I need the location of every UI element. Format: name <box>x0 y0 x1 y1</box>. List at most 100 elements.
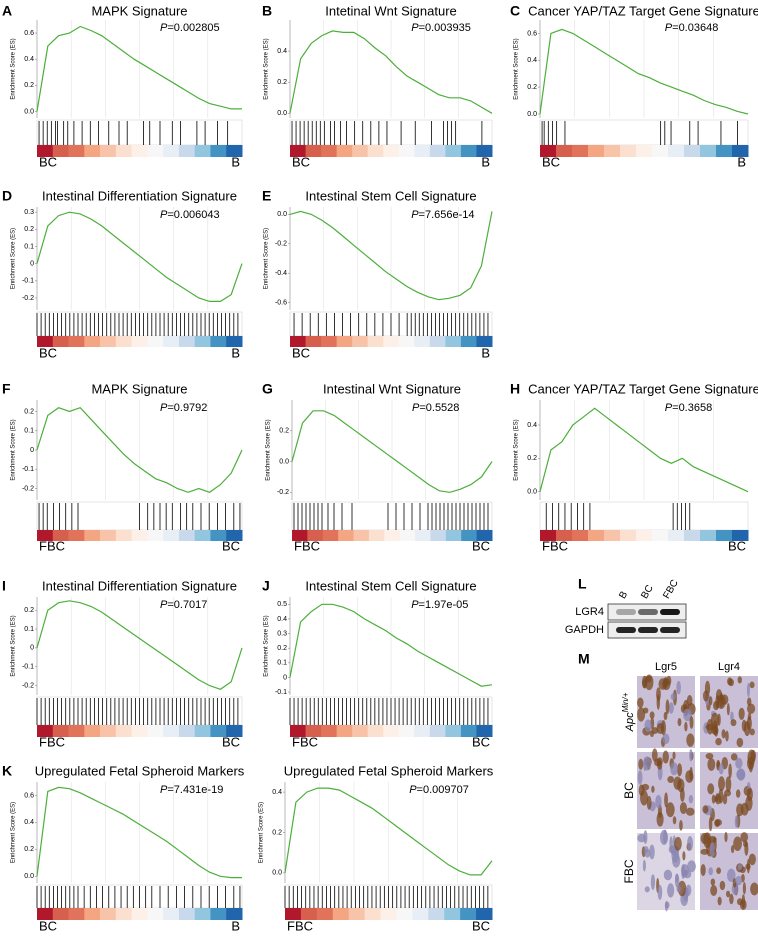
tissue <box>718 776 726 792</box>
tissue <box>649 711 655 719</box>
rank-bar <box>305 725 322 737</box>
tissue <box>663 829 668 844</box>
tissue <box>668 702 674 714</box>
rank-bar <box>178 725 196 737</box>
rank-bar <box>476 530 493 541</box>
y-tick-label: 0 <box>30 645 34 652</box>
rank-bar <box>604 530 621 541</box>
panel-letter: K <box>2 763 12 779</box>
tissue <box>749 681 755 689</box>
y-axis-label: Enrichment Score (ES) <box>264 38 270 99</box>
tissue <box>705 752 714 760</box>
tissue <box>700 864 706 876</box>
tissue <box>644 719 652 732</box>
tissue <box>651 748 658 762</box>
rank-bar <box>194 145 211 157</box>
band <box>638 627 658 633</box>
rank-bar <box>68 530 85 541</box>
chart-title: Intestinal Differentiation Signature <box>42 188 237 203</box>
left-label: BC <box>292 345 310 360</box>
tissue <box>684 721 688 732</box>
rank-bar <box>716 145 733 157</box>
lane-label: B <box>617 589 630 601</box>
tissue <box>674 836 682 851</box>
rank-bar <box>37 530 54 541</box>
p-text: =0.7017 <box>167 599 207 611</box>
tissue <box>667 776 675 783</box>
left-label: BC <box>292 154 310 169</box>
tissue <box>714 795 719 803</box>
left-label: BC <box>39 345 57 360</box>
rank-bar <box>226 145 243 157</box>
tissue <box>738 707 745 720</box>
tissue <box>689 749 693 762</box>
es-curve <box>289 30 493 114</box>
rank-bar <box>367 725 384 737</box>
chart-title: Upregulated Fetal Spheroid Markers <box>284 763 494 778</box>
y-axis-label: Enrichment Score (ES) <box>514 419 520 480</box>
rank-bar <box>100 336 117 347</box>
panel-letter: J <box>262 578 270 594</box>
p-text: =0.9792 <box>167 402 207 414</box>
tissue <box>676 680 681 695</box>
y-tick-label: 0.1 <box>24 428 34 435</box>
tissue <box>672 816 677 825</box>
rank-bar <box>732 530 749 541</box>
tissue <box>656 811 664 827</box>
tissue <box>656 687 661 702</box>
rank-bar <box>540 530 557 541</box>
band <box>660 627 680 633</box>
y-tick-label: -0.2 <box>22 485 34 492</box>
rank-bar <box>445 725 462 737</box>
p-value: P=1.97e-05 <box>411 599 468 611</box>
rank-bar <box>52 725 70 737</box>
p-value: P=0.03648 <box>665 22 719 34</box>
panel-letter: B <box>262 3 272 19</box>
right-label: B <box>481 154 490 169</box>
rank-bar <box>131 908 148 920</box>
rank-bar <box>461 530 478 541</box>
rank-bar <box>429 725 446 737</box>
rank-bar <box>383 145 400 157</box>
left-label: FBC <box>294 538 320 553</box>
panel-letter: M <box>578 651 590 667</box>
y-tick-label: 0.0 <box>279 458 289 465</box>
tissue <box>715 689 723 701</box>
tissue <box>655 794 662 809</box>
tissue <box>670 693 676 701</box>
tissue <box>730 719 737 727</box>
y-tick-label: -0.1 <box>275 689 287 696</box>
chart-title: MAPK Signature <box>91 381 187 396</box>
rank-bar <box>460 725 477 737</box>
y-tick-label: -0.2 <box>22 295 34 302</box>
p-value: P=0.003935 <box>411 22 471 34</box>
rank-bar <box>383 725 400 737</box>
panel-letter: F <box>2 381 11 397</box>
rank-bar <box>700 530 717 541</box>
tissue <box>728 678 734 687</box>
tissue <box>707 758 716 771</box>
p-symbol: P <box>412 402 420 414</box>
hit-area <box>291 501 493 531</box>
rank-bar <box>368 530 385 541</box>
y-tick-label: -0.1 <box>22 664 34 671</box>
tissue <box>703 832 712 849</box>
rank-bar <box>668 530 685 541</box>
p-text: =0.003935 <box>419 22 471 34</box>
right-label: BC <box>222 538 240 553</box>
tissue <box>722 793 728 805</box>
rank-bar <box>100 145 117 157</box>
chart-title: Intestinal Stem Cell Signature <box>305 578 476 593</box>
rank-bar <box>636 530 653 541</box>
rank-bar <box>84 908 101 920</box>
es-curve <box>36 600 243 690</box>
rank-bar <box>285 908 302 920</box>
rank-bar <box>367 145 384 157</box>
rank-bar <box>194 336 211 347</box>
tissue <box>642 756 652 771</box>
chart-title: Intestinal Differentiation Signature <box>42 578 237 593</box>
tissue <box>749 728 755 736</box>
left-label: BC <box>39 154 57 169</box>
rank-bar <box>652 530 669 541</box>
tissue <box>649 730 654 738</box>
